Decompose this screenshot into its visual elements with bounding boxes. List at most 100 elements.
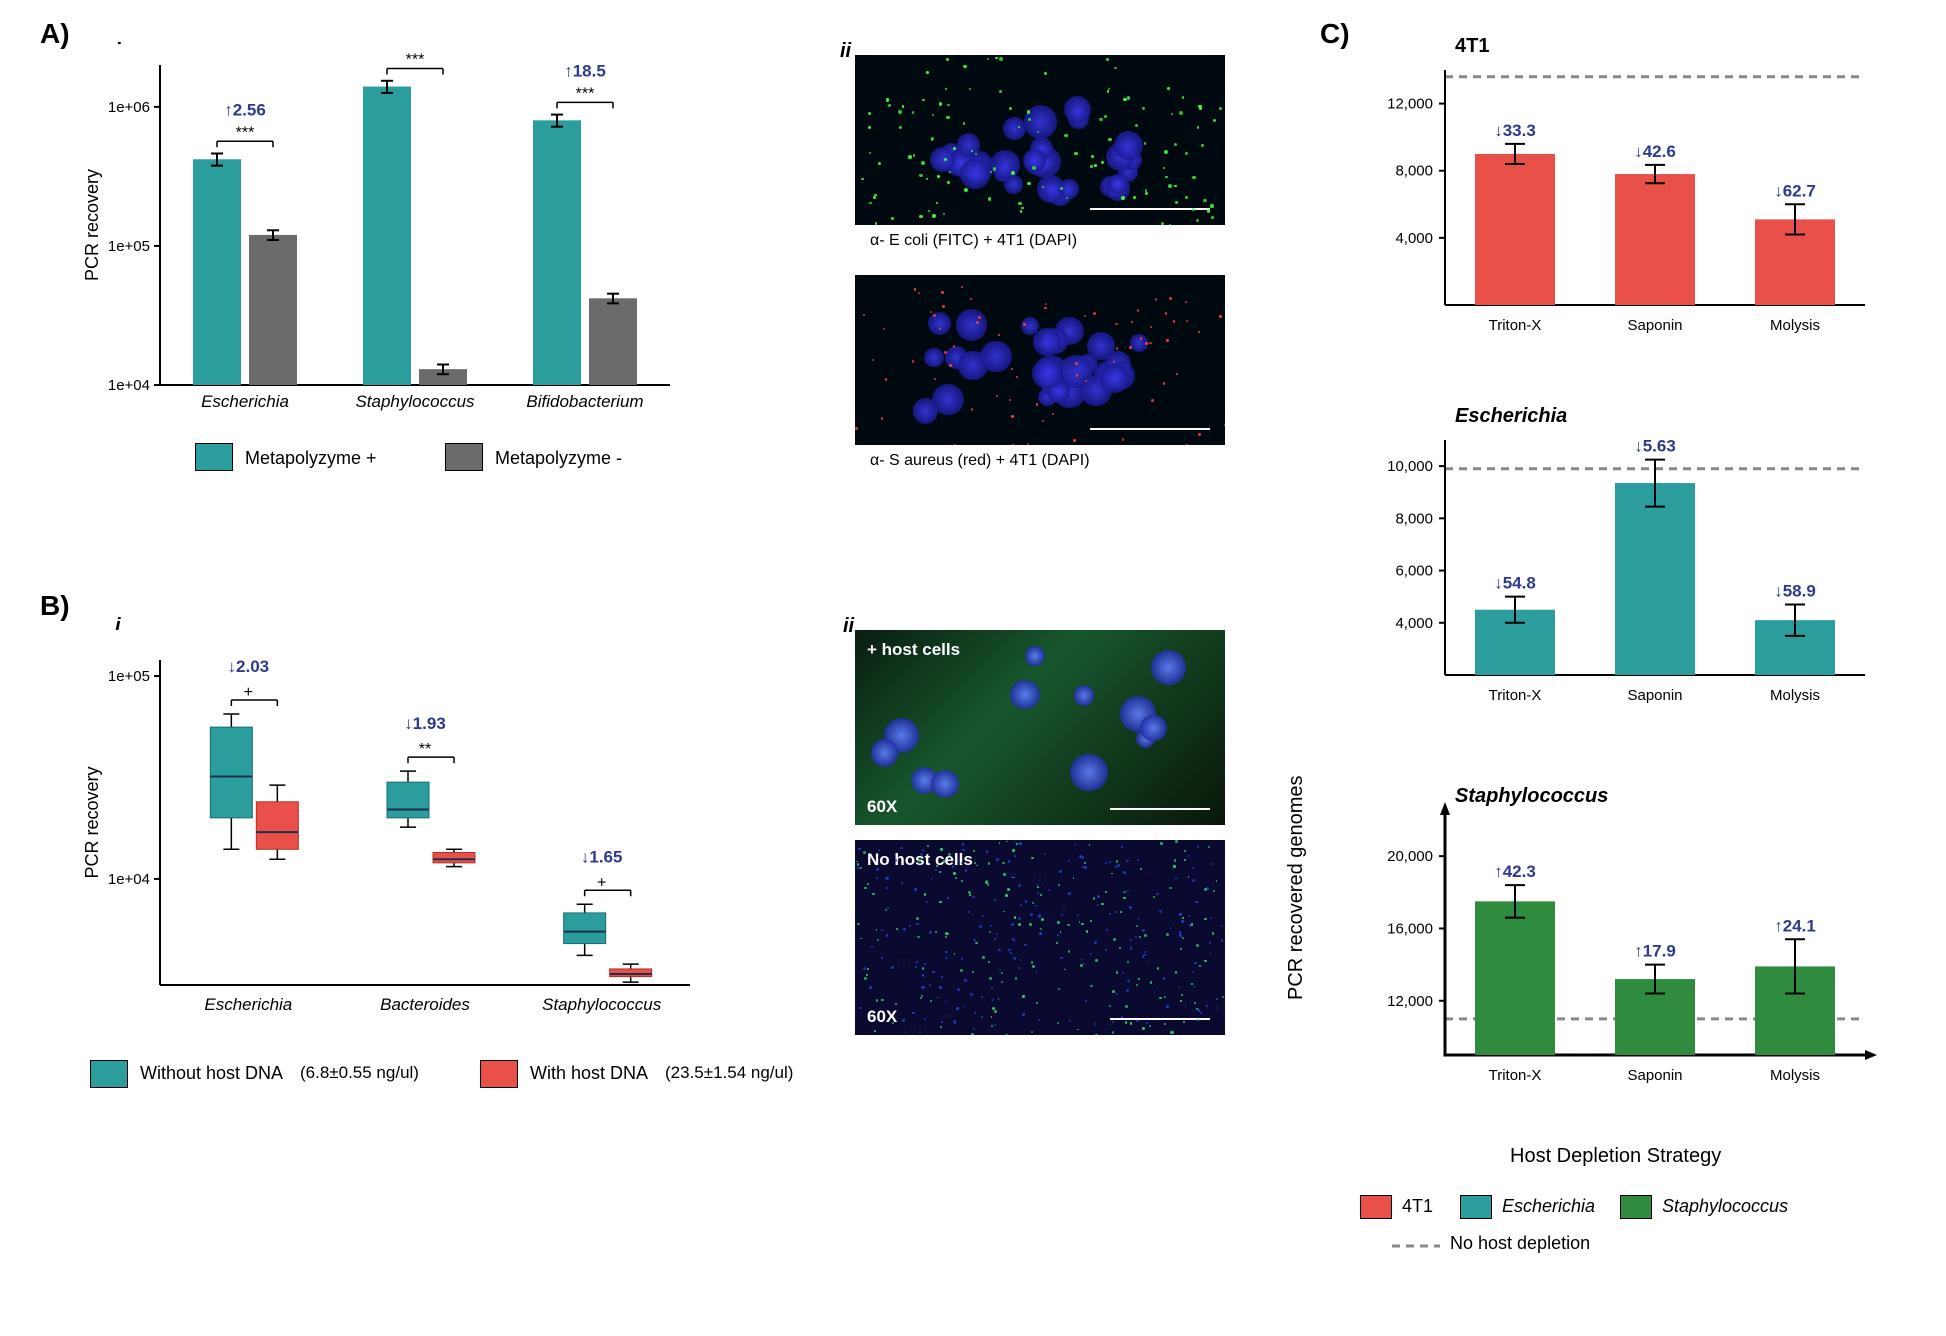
legend-c-4t1-swatch xyxy=(1360,1195,1392,1219)
legend-a-minus: Metapolyzyme - xyxy=(495,448,622,469)
legend-c-4t1: 4T1 xyxy=(1402,1196,1433,1217)
svg-text:Escherichia: Escherichia xyxy=(1455,405,1567,427)
svg-text:6,000: 6,000 xyxy=(1395,563,1433,580)
svg-text:16,000: 16,000 xyxy=(1387,920,1433,937)
legend-b-withhost: With host DNA xyxy=(530,1063,648,1084)
chart-b-svg: 1e+04 1e+05 PCR recovery Escherichia ↓2.03 + B… xyxy=(80,630,700,1030)
svg-text:4T1: 4T1 xyxy=(1455,35,1489,57)
svg-text:+: + xyxy=(244,684,253,701)
micro-a-bottom-caption: α- S aureus (red) + 4T1 (DAPI) xyxy=(870,452,1090,470)
svg-text:Staphylococcus: Staphylococcus xyxy=(542,995,662,1014)
svg-text:12,000: 12,000 xyxy=(1387,993,1433,1010)
svg-text:Escherichia: Escherichia xyxy=(201,392,289,411)
legend-b-nohost: Without host DNA xyxy=(140,1063,283,1084)
svg-text:PCR recovery: PCR recovery xyxy=(82,169,102,281)
svg-text:8,000: 8,000 xyxy=(1395,163,1433,180)
chart-c-escherichia: Escherichia 4,000 6,000 8,000 10,000 Triton-X… xyxy=(1360,400,1880,720)
svg-text:4,000: 4,000 xyxy=(1395,230,1433,247)
svg-text:PCR recovery: PCR recovery xyxy=(82,766,102,878)
svg-text:Triton-X: Triton-X xyxy=(1489,687,1542,704)
legend-c-staph: Staphylococcus xyxy=(1662,1196,1788,1217)
svg-text:Escherichia: Escherichia xyxy=(204,995,292,1014)
chart-a-svg: 1e+04 1e+05 1e+06 PCR recovery Escherichia ↑2… xyxy=(80,45,680,425)
svg-text:1e+05: 1e+05 xyxy=(108,668,150,685)
micro-a-bottom xyxy=(855,275,1225,445)
svg-text:↓2.03: ↓2.03 xyxy=(228,657,270,676)
svg-text:Molysis: Molysis xyxy=(1770,1067,1820,1084)
svg-text:↓58.9: ↓58.9 xyxy=(1774,582,1816,601)
micro-a-top-caption: α- E coli (FITC) + 4T1 (DAPI) xyxy=(870,232,1077,250)
panel-c-xlabel: Host Depletion Strategy xyxy=(1510,1145,1721,1168)
svg-text:↓54.8: ↓54.8 xyxy=(1494,574,1536,593)
legend-c-esch: Escherichia xyxy=(1502,1196,1595,1217)
chart-c-escherichia-svg: Escherichia 4,000 6,000 8,000 10,000 Triton-X… xyxy=(1360,400,1880,720)
legend-c-dash-swatch xyxy=(1392,1240,1440,1252)
panel-a-label: A) xyxy=(40,18,70,50)
svg-text:↓1.93: ↓1.93 xyxy=(404,714,446,733)
svg-text:1e+05: 1e+05 xyxy=(108,238,150,255)
svg-text:10,000: 10,000 xyxy=(1387,458,1433,475)
legend-c-staph-swatch xyxy=(1620,1195,1652,1219)
legend-b-withhost-swatch xyxy=(480,1060,518,1088)
chart-c-staphylococcus-svg: Staphylococcus 12,000 16,000 20,000 Triton-X… xyxy=(1360,780,1880,1100)
micro-b-bottom: No host cells 60X xyxy=(855,840,1225,1035)
svg-text:↓62.7: ↓62.7 xyxy=(1774,181,1816,200)
svg-text:Bifidobacterium: Bifidobacterium xyxy=(526,392,643,411)
svg-text:Molysis: Molysis xyxy=(1770,687,1820,704)
svg-text:***: *** xyxy=(576,85,595,102)
svg-text:Staphylococcus: Staphylococcus xyxy=(1455,785,1608,807)
svg-text:↑17.9: ↑17.9 xyxy=(1634,942,1676,961)
svg-text:↓42.6: ↓42.6 xyxy=(1634,142,1676,161)
scalebar xyxy=(1090,428,1210,430)
svg-text:↓33.3: ↓33.3 xyxy=(1494,121,1536,140)
panel-c-label: C) xyxy=(1320,18,1350,50)
chart-c-4t1-svg: 4T1 4,000 8,000 12,000 Triton-X ↓33.3 Saponin ↓… xyxy=(1360,30,1880,350)
legend-c-dash: No host depletion xyxy=(1450,1233,1590,1254)
svg-text:Triton-X: Triton-X xyxy=(1489,317,1542,334)
svg-text:Molysis: Molysis xyxy=(1770,317,1820,334)
scalebar xyxy=(1110,1018,1210,1020)
svg-text:Saponin: Saponin xyxy=(1627,687,1682,704)
svg-text:↑18.5: ↑18.5 xyxy=(564,61,606,80)
legend-a-plus: Metapolyzyme + xyxy=(245,448,377,469)
svg-text:Saponin: Saponin xyxy=(1627,1067,1682,1084)
micro-b-top: + host cells 60X xyxy=(855,630,1225,825)
panel-a-ii: ii xyxy=(840,40,851,63)
scalebar xyxy=(1110,808,1210,810)
chart-a-bar: 1e+04 1e+05 1e+06 PCR recovery Escherichia ↑2… xyxy=(80,45,680,425)
legend-b-nohost-swatch xyxy=(90,1060,128,1088)
chart-c-4t1: 4T1 4,000 8,000 12,000 Triton-X ↓33.3 Saponin ↓… xyxy=(1360,30,1880,350)
chart-c-staphylococcus: Staphylococcus 12,000 16,000 20,000 Triton-X… xyxy=(1360,780,1880,1100)
svg-text:+: + xyxy=(597,874,606,891)
legend-b-withhost-sub: (23.5±1.54 ng/ul) xyxy=(665,1063,793,1083)
svg-text:4,000: 4,000 xyxy=(1395,615,1433,632)
svg-text:12,000: 12,000 xyxy=(1387,96,1433,113)
micro-b-top-label: + host cells xyxy=(867,640,960,660)
svg-text:**: ** xyxy=(419,741,431,758)
svg-text:Staphylococcus: Staphylococcus xyxy=(355,392,475,411)
svg-text:8,000: 8,000 xyxy=(1395,510,1433,527)
legend-a-minus-swatch xyxy=(445,443,483,471)
svg-text:1e+04: 1e+04 xyxy=(108,871,150,888)
svg-text:20,000: 20,000 xyxy=(1387,848,1433,865)
panel-c-ylabel: PCR recovered genomes xyxy=(1285,775,1308,1000)
micro-a-top xyxy=(855,55,1225,225)
svg-text:↑42.3: ↑42.3 xyxy=(1494,862,1536,881)
svg-text:↑24.1: ↑24.1 xyxy=(1774,916,1816,935)
svg-text:***: *** xyxy=(236,124,255,141)
svg-text:↓5.63: ↓5.63 xyxy=(1634,437,1676,456)
micro-b-top-mag: 60X xyxy=(867,797,897,817)
svg-text:1e+04: 1e+04 xyxy=(108,377,150,394)
svg-text:1e+06: 1e+06 xyxy=(108,99,150,116)
svg-text:Saponin: Saponin xyxy=(1627,317,1682,334)
chart-b-box: 1e+04 1e+05 PCR recovery Escherichia ↓2.03 + B… xyxy=(80,630,700,1030)
legend-a-plus-swatch xyxy=(195,443,233,471)
legend-b-nohost-sub: (6.8±0.55 ng/ul) xyxy=(300,1063,419,1083)
svg-text:Bacteroides: Bacteroides xyxy=(380,995,470,1014)
svg-text:↑2.56: ↑2.56 xyxy=(224,100,266,119)
svg-text:***: *** xyxy=(406,52,425,69)
svg-text:Triton-X: Triton-X xyxy=(1489,1067,1542,1084)
legend-c-esch-swatch xyxy=(1460,1195,1492,1219)
panel-b-label: B) xyxy=(40,590,70,622)
svg-text:↑ 110: ↑ 110 xyxy=(395,45,436,47)
